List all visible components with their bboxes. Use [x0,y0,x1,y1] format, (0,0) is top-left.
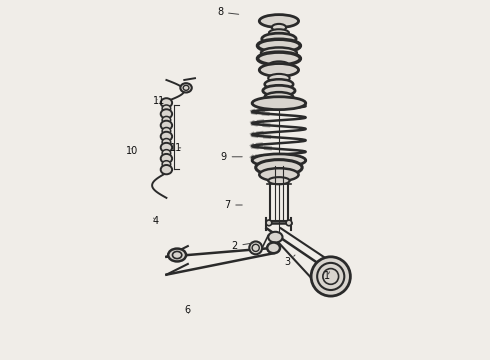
Ellipse shape [266,220,272,226]
Ellipse shape [161,143,172,152]
Ellipse shape [311,257,350,296]
Text: 2: 2 [231,241,253,251]
Ellipse shape [268,177,290,184]
Text: 9: 9 [220,152,242,162]
Ellipse shape [168,249,186,261]
Ellipse shape [259,64,298,76]
Ellipse shape [269,62,289,68]
Text: 11: 11 [153,96,166,107]
Text: 6: 6 [184,305,190,315]
Ellipse shape [259,15,298,27]
Text: 1: 1 [324,271,330,282]
Ellipse shape [161,154,172,163]
Ellipse shape [269,29,289,36]
Ellipse shape [249,242,262,254]
Text: 8: 8 [217,7,239,17]
Ellipse shape [161,132,172,141]
Ellipse shape [161,109,172,118]
Ellipse shape [259,168,298,181]
Ellipse shape [267,243,280,253]
Text: 4: 4 [152,216,159,226]
Ellipse shape [252,154,306,167]
Ellipse shape [268,232,283,243]
Ellipse shape [161,121,172,130]
Ellipse shape [262,33,296,45]
Ellipse shape [261,48,297,58]
Ellipse shape [162,116,171,123]
Text: 3: 3 [285,255,295,267]
Ellipse shape [162,139,171,146]
Ellipse shape [265,79,293,89]
Ellipse shape [161,165,172,174]
Ellipse shape [265,92,293,102]
Ellipse shape [162,161,171,168]
Ellipse shape [252,97,306,110]
Ellipse shape [272,24,286,31]
Ellipse shape [286,220,292,226]
Ellipse shape [162,105,171,112]
Text: 11: 11 [171,143,183,153]
Ellipse shape [258,52,300,65]
Ellipse shape [161,98,172,108]
Ellipse shape [256,159,302,175]
Text: 10: 10 [126,147,139,157]
Ellipse shape [258,39,300,52]
Ellipse shape [263,85,295,96]
Text: 7: 7 [224,200,242,210]
Ellipse shape [162,127,171,135]
Ellipse shape [162,150,171,157]
Ellipse shape [268,74,290,82]
Ellipse shape [180,83,192,93]
